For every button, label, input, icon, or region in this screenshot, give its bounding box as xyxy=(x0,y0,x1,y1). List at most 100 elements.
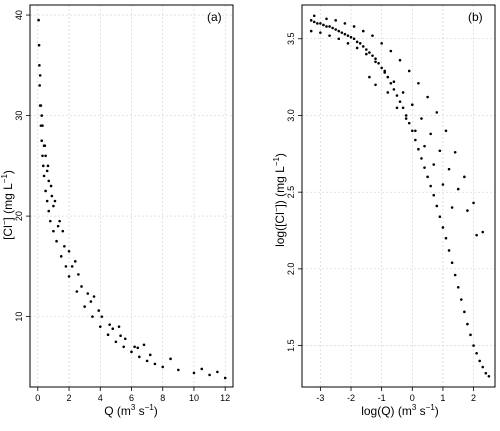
data-point xyxy=(460,298,463,301)
data-point xyxy=(328,34,331,37)
data-point xyxy=(325,25,328,28)
x-tick-label: 0 xyxy=(35,393,40,403)
data-point xyxy=(472,344,475,347)
data-point xyxy=(40,139,44,143)
points-b xyxy=(309,14,491,378)
data-point xyxy=(374,57,377,60)
data-point xyxy=(55,239,58,243)
data-point xyxy=(142,343,146,347)
data-point xyxy=(444,129,448,133)
data-point xyxy=(386,91,390,94)
data-point xyxy=(73,260,77,263)
y-tick-label: 3.0 xyxy=(286,109,296,122)
data-point xyxy=(472,201,475,205)
data-point xyxy=(334,28,337,31)
data-point xyxy=(441,226,445,229)
data-point xyxy=(395,106,399,110)
data-point xyxy=(414,129,417,133)
data-point xyxy=(407,121,411,125)
data-point xyxy=(177,368,180,372)
data-point xyxy=(114,340,118,344)
data-point xyxy=(447,249,451,252)
y-tick-label: 10 xyxy=(14,312,24,322)
data-point xyxy=(319,22,322,25)
data-point xyxy=(398,100,402,103)
data-point xyxy=(447,167,451,171)
data-point xyxy=(456,187,460,191)
data-point xyxy=(349,35,353,39)
data-point xyxy=(37,43,41,47)
data-point xyxy=(122,345,125,349)
xlabel-a: Q (m3 s−1) xyxy=(104,403,158,418)
data-point xyxy=(426,95,429,99)
y-tick-label: 20 xyxy=(14,211,24,221)
data-point xyxy=(475,351,478,355)
ylabel-a: [Cl−] (mg L−1) xyxy=(0,170,15,240)
data-point xyxy=(365,48,368,51)
y-tick-label: 1.5 xyxy=(286,339,296,352)
data-point xyxy=(463,175,466,179)
data-point xyxy=(441,183,445,186)
data-point xyxy=(352,37,356,41)
x-tick-label: 4 xyxy=(98,393,103,403)
data-point xyxy=(169,357,172,361)
x-tick-label: 0 xyxy=(410,393,415,403)
data-point xyxy=(368,75,371,79)
data-point xyxy=(53,199,57,203)
data-point xyxy=(380,66,383,70)
data-point xyxy=(481,230,485,234)
data-point xyxy=(38,64,41,67)
data-point xyxy=(100,315,104,318)
data-point xyxy=(67,275,71,278)
data-point xyxy=(395,94,399,97)
data-point xyxy=(392,88,396,91)
data-point xyxy=(41,154,44,158)
plot-frame-a xyxy=(29,4,234,388)
plot-frame-b xyxy=(301,4,496,388)
data-point xyxy=(309,19,313,22)
data-point xyxy=(453,273,457,277)
data-point xyxy=(404,117,408,120)
data-point xyxy=(355,46,359,50)
data-point xyxy=(97,309,101,312)
data-point xyxy=(346,42,350,45)
grid-a xyxy=(30,5,233,387)
x-tick-label: 12 xyxy=(220,393,230,403)
data-point xyxy=(63,244,66,248)
data-point xyxy=(407,69,411,73)
data-point xyxy=(325,17,328,21)
x-tick-label: -3 xyxy=(316,393,324,403)
data-point xyxy=(39,104,43,107)
data-point xyxy=(138,355,141,359)
data-point xyxy=(200,367,204,371)
data-point xyxy=(374,83,377,87)
data-point xyxy=(161,365,165,369)
panel-label-b: (b) xyxy=(468,10,483,24)
data-point xyxy=(38,74,42,77)
data-point xyxy=(59,255,63,258)
data-point xyxy=(377,61,380,65)
ticks-b: -3 -2 -1 0 1 2 1.5 2.0 2.5 3.0 3.5 xyxy=(286,32,476,403)
data-point xyxy=(108,323,111,326)
data-point xyxy=(322,23,325,27)
data-point xyxy=(52,204,55,208)
data-point xyxy=(337,29,341,33)
data-point xyxy=(355,40,359,44)
x-tick-label: -1 xyxy=(378,393,386,403)
ticks-a: 0 2 4 6 8 10 12 10 20 30 40 xyxy=(14,10,230,403)
data-point xyxy=(417,81,420,85)
data-point xyxy=(58,219,61,223)
data-point xyxy=(334,19,337,22)
data-point xyxy=(374,60,377,64)
data-point xyxy=(49,219,52,223)
data-point xyxy=(49,184,53,188)
data-point xyxy=(37,18,40,22)
data-point xyxy=(380,42,383,45)
data-point xyxy=(41,164,45,168)
data-point xyxy=(192,371,196,375)
data-point xyxy=(309,29,313,33)
panel-b: -3 -2 -1 0 1 2 1.5 2.0 2.5 3.0 3.5 (b) log(Q) (m3 … xyxy=(272,4,496,418)
panel-a: 0 2 4 6 8 10 12 10 20 30 40 (a) Q (m3 s−1) [Cl−] (… xyxy=(0,4,234,418)
data-point xyxy=(340,31,344,34)
